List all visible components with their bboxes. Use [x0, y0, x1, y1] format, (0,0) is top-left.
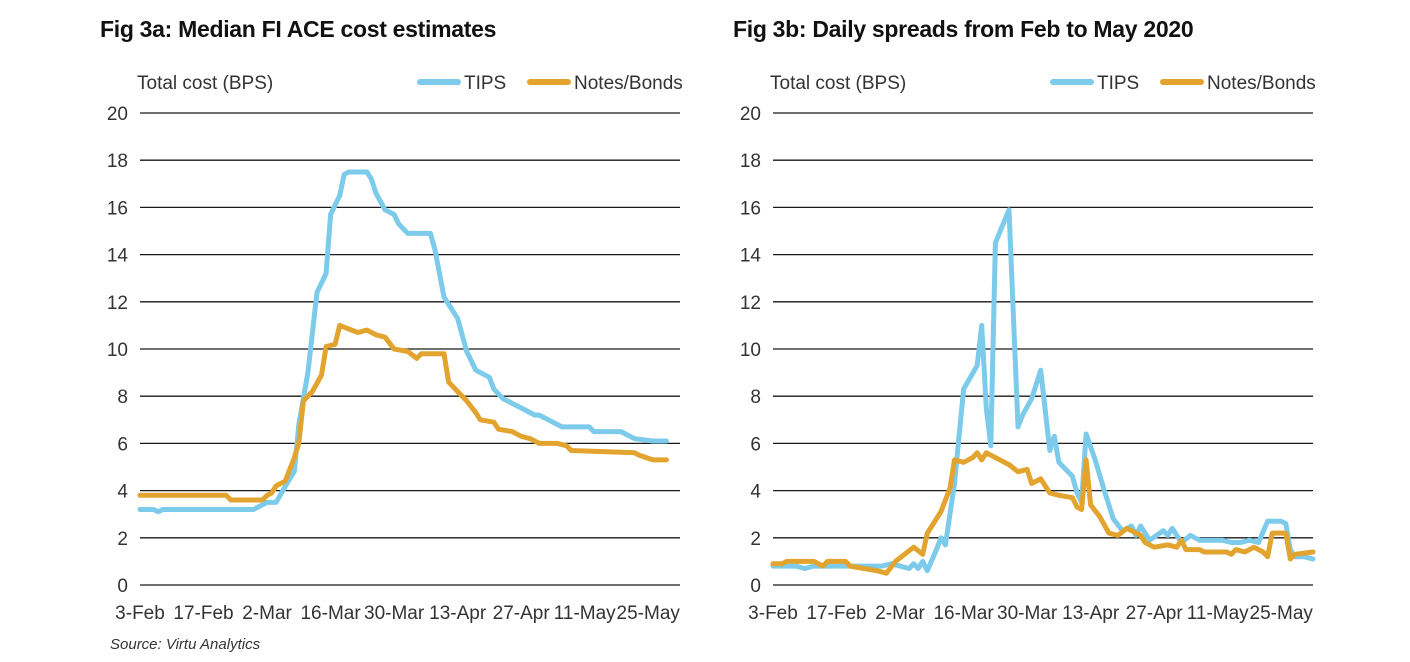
y-axis-label: Total cost (BPS)	[137, 73, 273, 94]
y-tick-label: 0	[117, 576, 128, 597]
legend-item: Notes/Bonds	[1160, 73, 1316, 94]
y-tick-label: 16	[107, 198, 128, 219]
y-tick-label: 18	[107, 151, 128, 172]
x-tick-label: 3-Feb	[748, 603, 798, 624]
y-tick-label: 2	[117, 529, 128, 550]
source-note: Source: Virtu Analytics	[110, 636, 261, 653]
x-tick-label: 25-May	[1250, 603, 1314, 624]
y-tick-label: 8	[117, 387, 128, 408]
x-tick-label: 30-Mar	[997, 603, 1058, 624]
x-tick-label: 13-Apr	[1062, 603, 1120, 624]
x-tick-label: 27-Apr	[1126, 603, 1184, 624]
y-axis-label: Total cost (BPS)	[770, 73, 906, 94]
x-tick-label: 2-Mar	[242, 603, 292, 624]
legend-label: Notes/Bonds	[1207, 73, 1316, 94]
y-tick-label: 10	[107, 340, 128, 361]
y-tick-label: 16	[740, 198, 761, 219]
legend-item: TIPS	[417, 73, 506, 94]
y-tick-label: 2	[750, 529, 761, 550]
chart-title: Fig 3b: Daily spreads from Feb to May 20…	[733, 16, 1194, 42]
y-tick-label: 4	[750, 482, 761, 503]
y-tick-label: 20	[107, 104, 128, 125]
line-chart-fig3a: Total cost (BPS) 0 2 4 6 8 10 12 14 16 18 20 3-Feb 17…	[107, 73, 683, 624]
x-tick-label: 27-Apr	[493, 603, 551, 624]
y-tick-label: 12	[740, 293, 761, 314]
chart-title: Fig 3a: Median FI ACE cost estimates	[100, 16, 497, 42]
y-tick-label: 14	[107, 246, 129, 267]
series-line-notes-bonds	[770, 450, 1316, 576]
series-line-tips	[137, 169, 669, 515]
x-tick-label: 25-May	[617, 603, 681, 624]
y-tick-label: 6	[117, 434, 128, 455]
y-tick-label: 20	[740, 104, 761, 125]
y-tick-label: 14	[740, 246, 762, 267]
x-tick-label: 3-Feb	[115, 603, 165, 624]
series-line-tips	[770, 207, 1316, 574]
y-tick-label: 12	[107, 293, 128, 314]
line-chart-fig3b: Total cost (BPS) 0 2 4 6 8 10 12 14 16 18 20 3-Feb 17…	[740, 73, 1316, 624]
chart-panel-fig3a: Fig 3a: Median FI ACE cost estimates Tot…	[100, 0, 780, 630]
y-tick-label: 0	[750, 576, 761, 597]
chart-panel-fig3b: Fig 3b: Daily spreads from Feb to May 20…	[733, 0, 1410, 630]
y-tick-label: 6	[750, 434, 761, 455]
x-tick-label: 17-Feb	[806, 603, 866, 624]
legend-label: TIPS	[464, 73, 506, 94]
y-tick-label: 10	[740, 340, 761, 361]
series-line-notes-bonds	[137, 322, 669, 503]
x-tick-label: 11-May	[554, 603, 616, 624]
y-tick-label: 8	[750, 387, 761, 408]
legend-label: Notes/Bonds	[574, 73, 683, 94]
x-tick-label: 11-May	[1187, 603, 1249, 624]
y-tick-label: 4	[117, 482, 128, 503]
x-tick-label: 17-Feb	[173, 603, 233, 624]
x-tick-label: 13-Apr	[429, 603, 487, 624]
legend-item: TIPS	[1050, 73, 1139, 94]
y-tick-label: 18	[740, 151, 761, 172]
x-tick-label: 2-Mar	[875, 603, 925, 624]
x-tick-label: 16-Mar	[300, 603, 361, 624]
legend-label: TIPS	[1097, 73, 1139, 94]
x-tick-label: 16-Mar	[933, 603, 994, 624]
legend-item: Notes/Bonds	[527, 73, 683, 94]
x-tick-label: 30-Mar	[364, 603, 425, 624]
